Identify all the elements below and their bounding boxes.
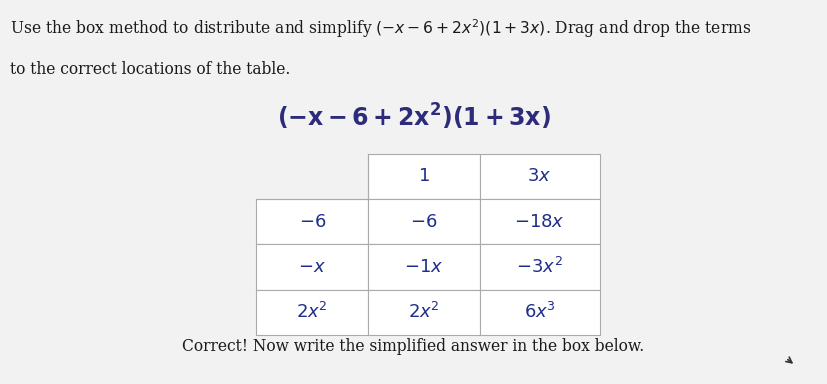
Text: $-x$: $-x$ (299, 258, 326, 276)
Text: $-18x$: $-18x$ (514, 213, 565, 230)
Text: $3x$: $3x$ (528, 167, 552, 185)
Text: $2x^2$: $2x^2$ (296, 302, 328, 322)
Bar (256, 199, 368, 244)
Text: Correct! Now write the simplified answer in the box below.: Correct! Now write the simplified answer… (183, 338, 644, 355)
Bar (256, 290, 368, 335)
Text: $-6$: $-6$ (410, 213, 437, 230)
Bar (368, 199, 480, 244)
Text: $-3x^2$: $-3x^2$ (516, 257, 563, 277)
Bar (480, 199, 600, 244)
Text: Use the box method to distribute and simplify $(-x - 6 + 2x^2)(1 + 3x)$. Drag an: Use the box method to distribute and sim… (10, 17, 751, 40)
Bar (368, 290, 480, 335)
Text: $1$: $1$ (418, 167, 430, 185)
Text: to the correct locations of the table.: to the correct locations of the table. (10, 61, 290, 78)
Bar (368, 244, 480, 290)
Bar (480, 154, 600, 199)
Text: $-6$: $-6$ (299, 213, 326, 230)
Bar (480, 244, 600, 290)
Text: $2x^2$: $2x^2$ (408, 302, 440, 322)
Bar (368, 154, 480, 199)
Bar (256, 244, 368, 290)
Text: $6x^3$: $6x^3$ (523, 302, 556, 322)
Text: $-1x$: $-1x$ (404, 258, 443, 276)
Bar (480, 290, 600, 335)
Text: $\mathbf{(-x-6+2x^2)(1+3x)}$: $\mathbf{(-x-6+2x^2)(1+3x)}$ (276, 102, 551, 132)
